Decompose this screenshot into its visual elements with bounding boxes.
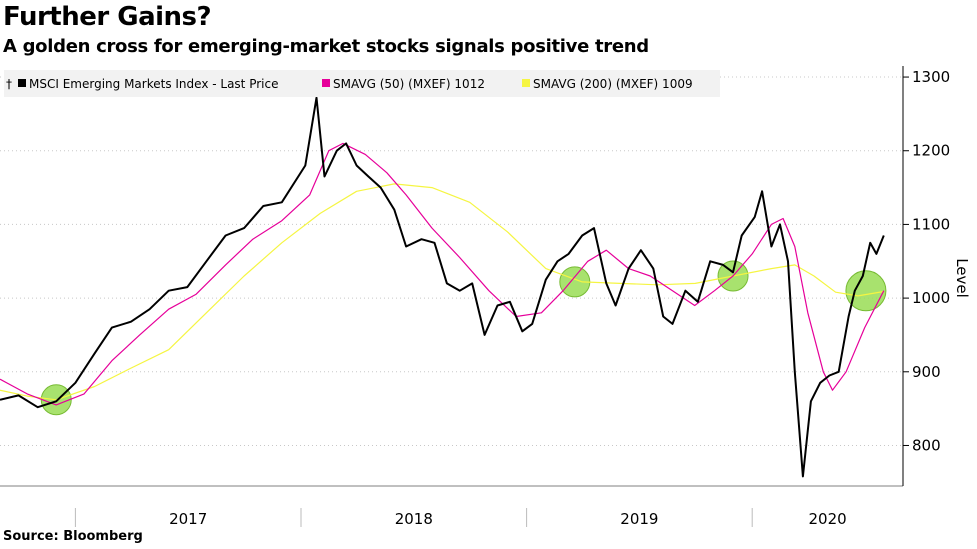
y-tick-label: 1000 — [912, 289, 950, 307]
golden-cross-markers — [40, 260, 887, 416]
y-tick-label: 900 — [912, 363, 941, 381]
legend-label: SMAVG (50) (MXEF) 1012 — [333, 77, 485, 91]
golden-cross-marker — [845, 270, 887, 312]
y-tick-label: 1100 — [912, 215, 950, 233]
x-axis: 2017 2018 2019 2020 — [0, 485, 903, 528]
legend-label: MSCI Emerging Markets Index - Last Price — [29, 77, 278, 91]
legend-pin-icon: † — [6, 77, 12, 91]
legend-swatch — [522, 79, 530, 87]
y-axis-label: Level — [953, 258, 971, 298]
legend-swatch — [18, 79, 26, 87]
legend-label: SMAVG (200) (MXEF) 1009 — [533, 77, 693, 91]
y-tick-label: 800 — [912, 436, 941, 454]
x-tick-label: 2020 — [809, 510, 847, 528]
series-line-1 — [0, 142, 885, 406]
series-line-2 — [0, 183, 884, 401]
x-tick-label: 2018 — [395, 510, 433, 528]
y-axis: 800 900 1000 1100 1200 1300 — [902, 66, 950, 486]
legend-background — [4, 70, 720, 97]
legend: MSCI Emerging Markets Index - Last Price… — [4, 70, 720, 97]
y-tick-label: 1200 — [912, 142, 950, 160]
chart-title: Further Gains? — [3, 2, 212, 32]
source-note: Source: Bloomberg — [3, 529, 143, 544]
legend-swatch — [322, 79, 330, 87]
series-lines — [0, 96, 885, 478]
y-tick-label: 1300 — [912, 68, 950, 86]
x-tick-label: 2017 — [169, 510, 207, 528]
series-line-0 — [0, 96, 885, 478]
x-tick-label: 2019 — [620, 510, 658, 528]
gridlines — [0, 76, 903, 446]
chart-subtitle: A golden cross for emerging-market stock… — [3, 36, 649, 57]
